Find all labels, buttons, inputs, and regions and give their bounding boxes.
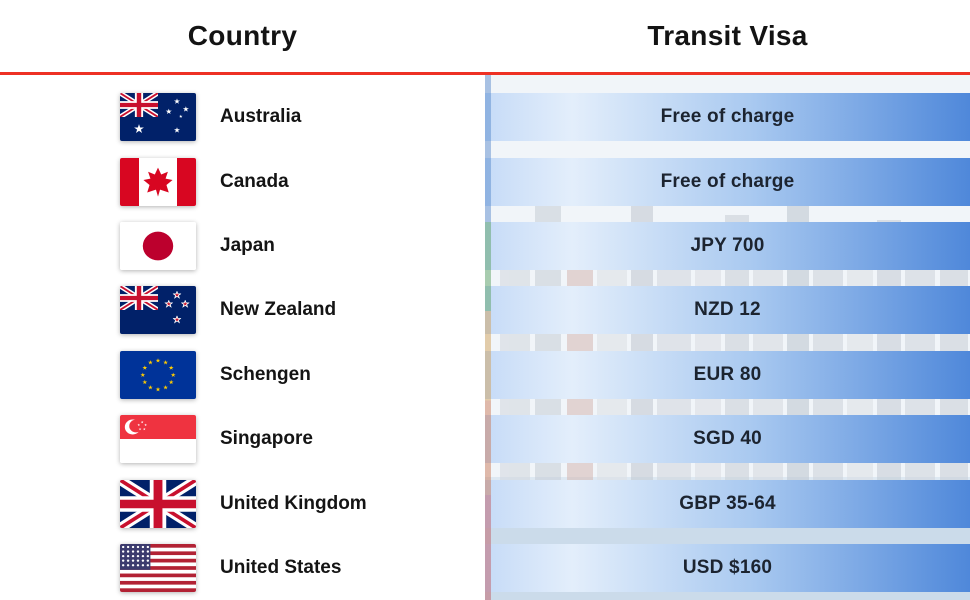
new-zealand-flag-icon xyxy=(120,286,196,335)
table-row: Canada xyxy=(0,149,485,213)
visa-fee-bar: EUR 80 xyxy=(485,350,970,399)
australia-flag-icon xyxy=(120,93,196,142)
country-name: New Zealand xyxy=(220,299,337,321)
table-row: New Zealand xyxy=(0,278,485,342)
canada-flag-icon xyxy=(120,157,196,206)
visa-fee: Free of charge xyxy=(660,106,795,128)
table-header: Country Transit Visa xyxy=(0,0,970,72)
japan-flag-icon xyxy=(120,221,196,270)
visa-fee-bar: GBP 35-64 xyxy=(485,479,970,528)
visa-fee-row: Free of charge xyxy=(485,149,970,213)
visa-fee-bar: NZD 12 xyxy=(485,286,970,335)
visa-fee: SGD 40 xyxy=(693,428,762,450)
visa-fee-row: Free of charge xyxy=(485,85,970,149)
visa-fee: JPY 700 xyxy=(690,234,765,256)
red-divider-line xyxy=(0,72,970,75)
country-column: Australia Canada Japan New Zealand Schen… xyxy=(0,75,485,600)
table-row: Schengen xyxy=(0,343,485,407)
country-column-header: Country xyxy=(187,20,298,51)
country-name: United States xyxy=(220,556,342,578)
country-name: Australia xyxy=(220,106,302,128)
table-row: Singapore xyxy=(0,407,485,471)
visa-fee-row: USD $160 xyxy=(485,536,970,600)
visa-fee-row: NZD 12 xyxy=(485,278,970,342)
country-name: United Kingdom xyxy=(220,492,367,514)
visa-fee-bar: JPY 700 xyxy=(485,221,970,270)
visa-fee: EUR 80 xyxy=(693,363,762,385)
table-row: United Kingdom xyxy=(0,471,485,535)
visa-fee-row: JPY 700 xyxy=(485,214,970,278)
table-row: Australia xyxy=(0,85,485,149)
united-states-flag-icon xyxy=(120,543,196,592)
visa-fee: NZD 12 xyxy=(694,299,761,321)
transit-visa-column-header: Transit Visa xyxy=(647,20,808,51)
table-body: Australia Canada Japan New Zealand Schen… xyxy=(0,75,970,600)
visa-fee-bar: USD $160 xyxy=(485,543,970,592)
visa-fee-list: Free of charge Free of charge JPY 700 NZ… xyxy=(485,75,970,600)
visa-fee-bar: Free of charge xyxy=(485,93,970,142)
visa-fee-bar: SGD 40 xyxy=(485,415,970,464)
visa-fee: USD $160 xyxy=(682,556,773,578)
visa-fee-row: SGD 40 xyxy=(485,407,970,471)
schengen-flag-icon xyxy=(120,350,196,399)
country-name: Schengen xyxy=(220,363,311,385)
country-name: Singapore xyxy=(220,428,313,450)
table-row: United States xyxy=(0,536,485,600)
singapore-flag-icon xyxy=(120,415,196,464)
table-row: Japan xyxy=(0,214,485,278)
country-name: Canada xyxy=(220,170,289,192)
visa-fee-row: EUR 80 xyxy=(485,343,970,407)
visa-fee-bar: Free of charge xyxy=(485,157,970,206)
united-kingdom-flag-icon xyxy=(120,479,196,528)
visa-fee: GBP 35-64 xyxy=(679,492,776,514)
visa-fee-row: GBP 35-64 xyxy=(485,471,970,535)
country-name: Japan xyxy=(220,234,275,256)
transit-visa-column: Free of charge Free of charge JPY 700 NZ… xyxy=(485,75,970,600)
visa-fee: Free of charge xyxy=(660,170,795,192)
